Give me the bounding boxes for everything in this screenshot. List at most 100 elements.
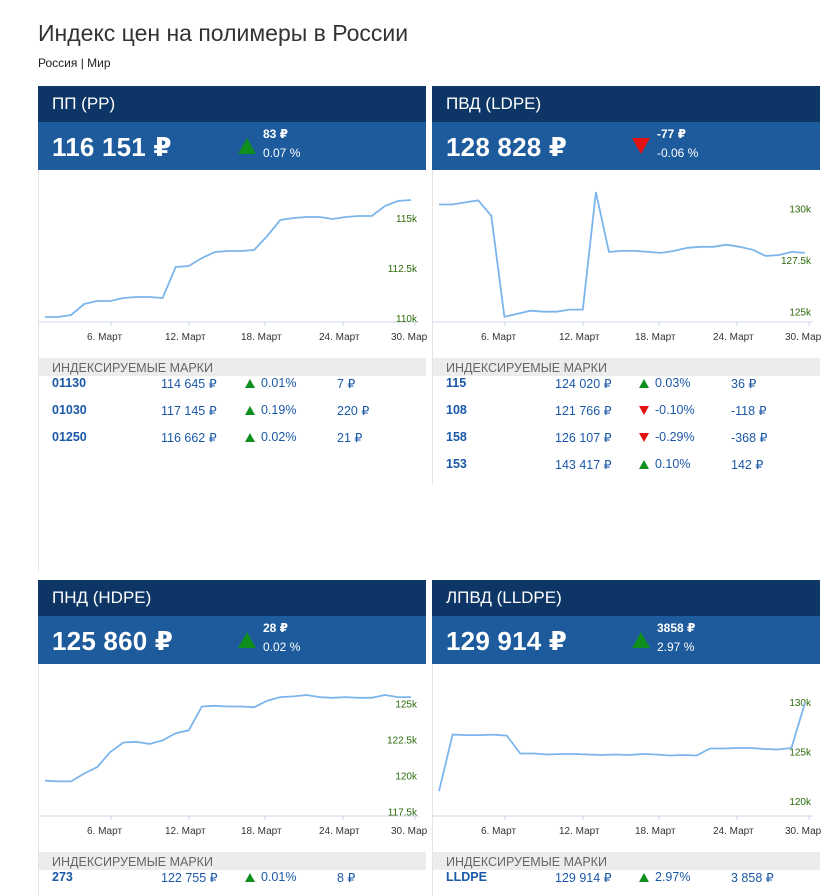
y-tick-label: 120k [789,797,812,808]
grade-code-link[interactable]: 01250 [52,430,87,444]
region-link-world[interactable]: Мир [87,56,111,70]
grade-change-absolute: 3 858 ₽ [731,871,774,885]
grade-change-absolute: -118 ₽ [731,404,767,418]
grade-row: 01130 114 645 ₽ 0.01% 7 ₽ [39,376,426,403]
grade-row: 115 124 020 ₽ 0.03% 36 ₽ [433,376,820,403]
arrow-up-icon [639,873,649,882]
arrow-up-icon [238,138,256,154]
indexed-grades-list: 01130 114 645 ₽ 0.01% 7 ₽ 01030 117 145 ₽ 0.19… [38,376,426,457]
card-title[interactable]: ПП (PP) [38,86,426,122]
index-price: 128 828 ₽ [446,132,568,162]
grade-code-link[interactable]: 01130 [52,376,87,390]
x-tick-label: 24. Март [319,332,360,343]
x-tick-label: 6. Март [481,332,516,343]
price-chart[interactable]: 125k 127.5k 130k 6. Март 12. Март 18. Март 24.… [432,170,821,358]
grade-code-link[interactable]: 115 [446,376,467,390]
grade-row: 158 126 107 ₽ -0.29% -368 ₽ [433,430,820,457]
arrow-up-icon [245,406,255,415]
x-tick-label: 18. Март [635,826,676,837]
grade-price: 121 766 ₽ [555,404,612,418]
price-chart[interactable]: 110k 112.5k 115k 6. Март 12. Март 18. Март 24.… [38,170,427,358]
grade-price: 114 645 ₽ [161,377,217,391]
change-percent: 0.02 % [263,640,301,654]
price-series-line [45,199,412,318]
x-tick-label: 12. Март [559,332,600,343]
change-percent: 2.97 % [657,640,695,654]
y-tick-label: 130k [789,205,812,216]
grade-code-link[interactable]: 153 [446,457,467,471]
grade-row: 01250 116 662 ₽ 0.02% 21 ₽ [39,430,426,457]
grade-row: LLDPE 129 914 ₽ 2.97% 3 858 ₽ [433,870,820,896]
grade-row: 153 143 417 ₽ 0.10% 142 ₽ [433,457,820,484]
grade-price: 126 107 ₽ [555,431,612,445]
page-title: Индекс цен на полимеры в России [38,20,409,46]
index-card-ldpe: ПВД (LDPE) 128 828 ₽ -77 ₽ -0.06 % 125k 1… [432,86,821,484]
x-tick-label: 24. Март [713,332,754,343]
grade-change-percent: 2.97% [655,870,691,884]
arrow-up-icon [245,433,255,442]
grade-change-percent: -0.10% [655,403,695,417]
y-tick-label: 127.5k [781,256,812,267]
grade-code-link[interactable]: 01030 [52,403,87,417]
y-tick-label: 125k [789,747,812,758]
index-price: 129 914 ₽ [446,626,568,656]
grade-code-link[interactable]: 108 [446,403,467,417]
change-percent: -0.06 % [657,146,699,160]
card-price-panel: 125 860 ₽ 28 ₽ 0.02 % [38,616,426,664]
arrow-down-icon [639,433,649,442]
arrow-up-icon [245,379,255,388]
grade-row: 273 122 755 ₽ 0.01% 8 ₽ [39,870,426,896]
x-tick-label: 12. Март [559,826,600,837]
grade-change-percent: 0.03% [655,376,691,390]
change-absolute: 3858 ₽ [657,621,696,635]
indexed-grades-list: 273 122 755 ₽ 0.01% 8 ₽ [38,870,426,896]
arrow-up-icon [639,379,649,388]
x-tick-label: 12. Март [165,332,206,343]
indexed-grades-header: ИНДЕКСИРУЕМЫЕ МАРКИ [38,852,426,870]
arrow-up-icon [632,632,650,648]
y-tick-label: 110k [396,314,418,325]
arrow-up-icon [639,460,649,469]
grade-price: 129 914 ₽ [555,871,612,885]
region-separator: | [80,56,84,70]
index-card-lldpe: ЛПВД (LLDPE) 129 914 ₽ 3858 ₽ 2.97 % 120… [432,580,821,896]
grade-code-link[interactable]: 273 [52,870,73,884]
y-tick-label: 130k [789,698,812,709]
grade-row: 108 121 766 ₽ -0.10% -118 ₽ [433,403,820,430]
card-price-panel: 128 828 ₽ -77 ₽ -0.06 % [432,122,820,170]
card-filler [38,457,426,572]
grade-change-absolute: 142 ₽ [731,458,764,472]
grade-change-percent: 0.10% [655,457,691,471]
grade-change-percent: 0.01% [261,870,297,884]
grade-change-absolute: 36 ₽ [731,377,757,391]
price-chart[interactable]: 120k 125k 130k 6. Март 12. Март 18. Март 24. М… [432,664,821,852]
x-tick-label: 24. Март [713,826,754,837]
grade-change-absolute: 7 ₽ [337,377,356,391]
y-tick-label: 112.5k [388,264,418,275]
y-tick-label: 122.5k [387,736,418,747]
grade-price: 117 145 ₽ [161,404,217,418]
grade-change-percent: 0.19% [261,403,297,417]
grade-code-link[interactable]: 158 [446,430,467,444]
card-title[interactable]: ЛПВД (LLDPE) [432,580,820,616]
x-tick-label: 12. Март [165,826,206,837]
index-card-pp: ПП (PP) 116 151 ₽ 83 ₽ 0.07 % 110k 112.5k… [38,86,427,572]
grade-change-absolute: 220 ₽ [337,404,370,418]
index-price: 125 860 ₽ [52,626,174,656]
x-tick-label: 30. Март [785,826,821,837]
grade-change-percent: 0.02% [261,430,297,444]
index-card-hdpe: ПНД (HDPE) 125 860 ₽ 28 ₽ 0.02 % 117.5k 1… [38,580,427,896]
grade-row: 01030 117 145 ₽ 0.19% 220 ₽ [39,403,426,430]
grade-change-absolute: -368 ₽ [731,431,768,445]
y-tick-label: 125k [789,308,812,319]
x-tick-label: 30. Март [391,332,427,343]
card-title[interactable]: ПВД (LDPE) [432,86,820,122]
arrow-up-icon [238,632,256,648]
region-link-russia[interactable]: Россия [38,56,78,70]
change-absolute: -77 ₽ [657,127,687,141]
grade-code-link[interactable]: LLDPE [446,870,487,884]
price-series-line [438,702,806,792]
price-chart[interactable]: 117.5k 120k 122.5k 125k 6. Март 12. Март 18. М… [38,664,427,852]
x-tick-label: 30. Март [391,826,427,837]
card-title[interactable]: ПНД (HDPE) [38,580,426,616]
